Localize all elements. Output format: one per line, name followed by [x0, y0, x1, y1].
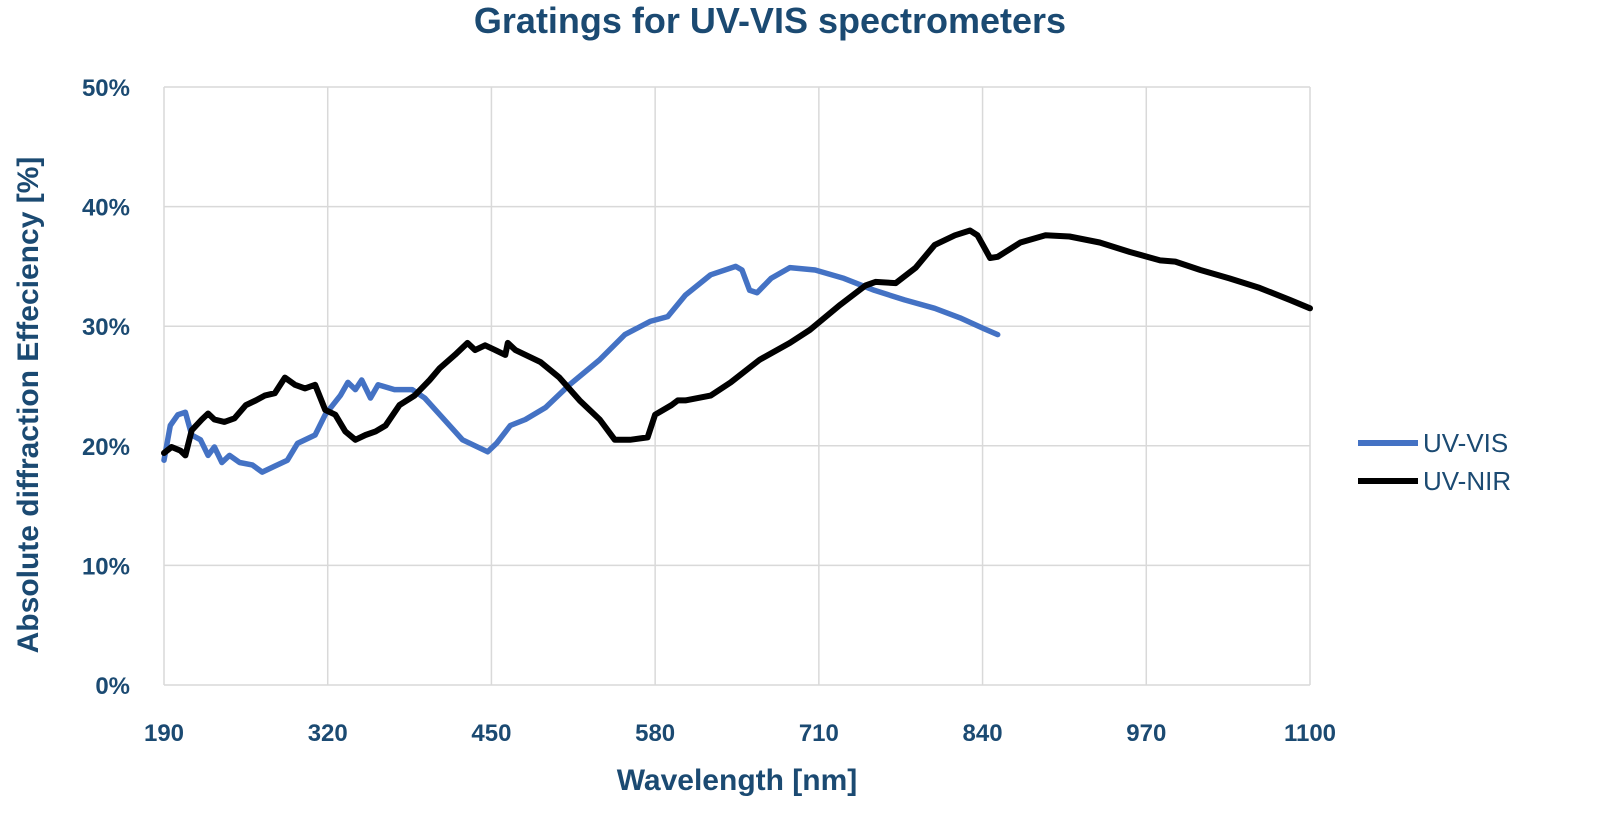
y-tick-label: 30%: [82, 314, 130, 341]
series-line-uv-nir: [161, 227, 1313, 459]
y-tick-label: 10%: [82, 553, 130, 580]
series-line-uv-vis: [161, 263, 1001, 475]
y-axis-ticks: 0% 10% 20% 30% 40% 50%: [82, 75, 130, 700]
x-tick-label: 190: [144, 720, 184, 747]
x-tick-label: 1100: [1284, 720, 1336, 747]
legend-label: UV-NIR: [1423, 466, 1511, 496]
x-tick-label: 970: [1126, 720, 1166, 747]
x-tick-label: 840: [963, 720, 1003, 747]
y-tick-label: 40%: [82, 195, 130, 222]
chart-title: Gratings for UV-VIS spectrometers: [474, 0, 1066, 41]
legend-label: UV-VIS: [1423, 428, 1508, 458]
y-tick-label: 0%: [95, 673, 130, 700]
x-tick-label: 320: [308, 720, 348, 747]
series-lines: [161, 227, 1313, 475]
x-tick-label: 580: [635, 720, 675, 747]
x-axis-label: Wavelength [nm]: [617, 764, 858, 797]
gridlines: [163, 86, 1311, 686]
x-tick-label: 710: [799, 720, 839, 747]
x-axis-ticks: 190 320 450 580 710 840 970 1100: [144, 720, 1336, 747]
legend: UV-VIS UV-NIR: [1358, 428, 1511, 496]
x-tick-label: 450: [471, 720, 511, 747]
y-tick-label: 20%: [82, 434, 130, 461]
y-tick-label: 50%: [82, 75, 130, 102]
y-axis-label: Absolute diffraction Effeciency [%]: [12, 157, 45, 654]
